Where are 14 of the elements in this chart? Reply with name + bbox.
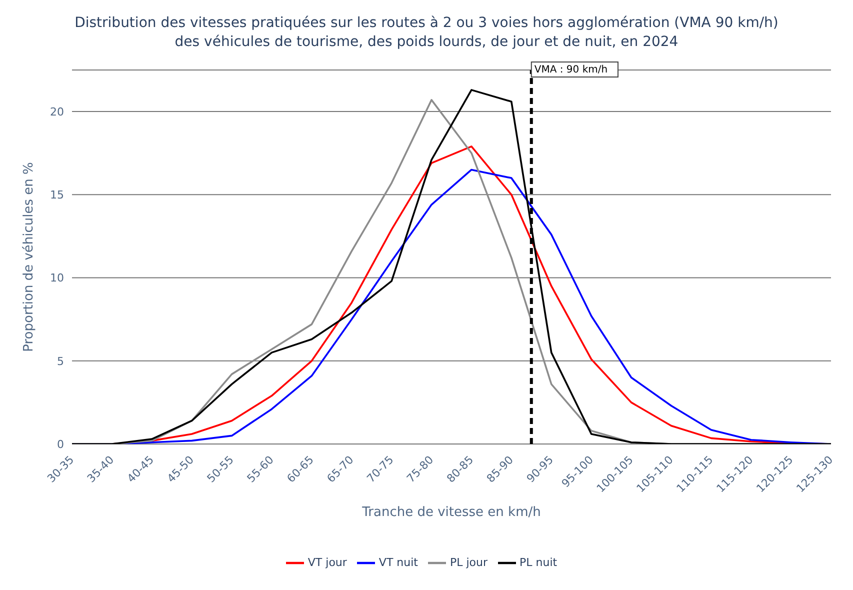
chart-title: Distribution des vitesses pratiquées sur les routes à 2 ou 3 voies hors agglomération (VMA 90 km/h) xyxy=(74,14,780,33)
x-axis-title: Tranche de vitesse en km/h xyxy=(361,505,541,520)
y-tick-label: 5 xyxy=(57,354,64,368)
chart-subtitle: des véhicules de tourisme, des poids lourds, de jour et de nuit, en 2024 xyxy=(174,33,680,52)
y-tick-label: 20 xyxy=(50,105,64,118)
y-tick-label: 0 xyxy=(57,438,64,451)
y-axis-title: Proportion de véhicules en % xyxy=(22,162,37,352)
y-tick-label: 15 xyxy=(50,188,64,202)
ref-line-label: VMA : 90 km/h xyxy=(534,64,608,76)
legend-label: PL nuit xyxy=(520,556,558,570)
y-tick-label: 10 xyxy=(50,272,64,285)
legend-label: VT nuit xyxy=(378,556,418,570)
legend-label: PL jour xyxy=(450,556,488,570)
legend-label: VT jour xyxy=(308,556,347,570)
